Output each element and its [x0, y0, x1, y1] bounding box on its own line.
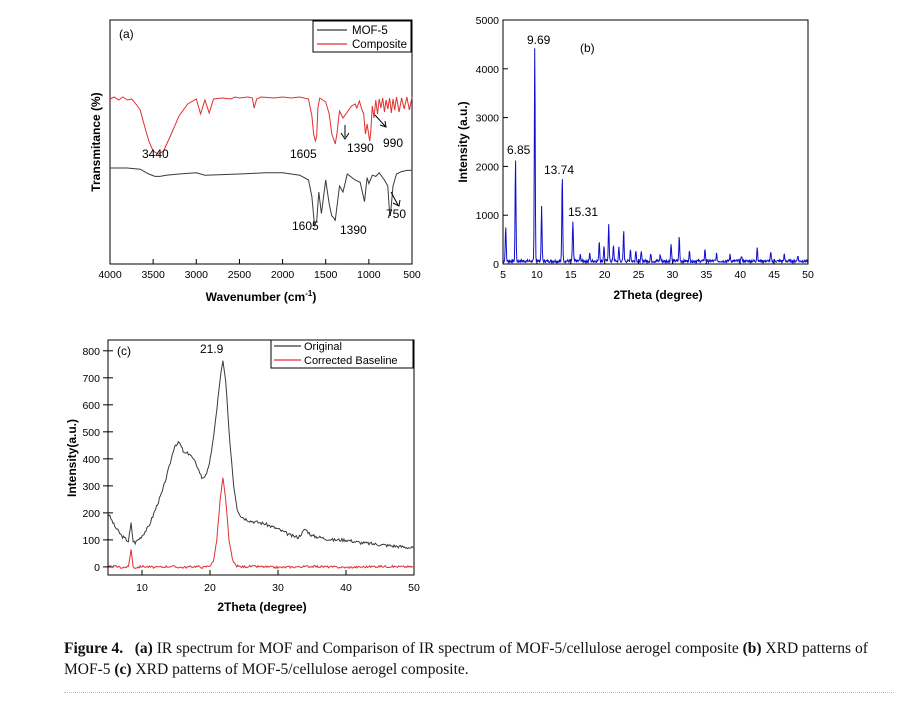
caption-part-c: (c) [114, 661, 132, 678]
panel-c-ytick-label: 700 [82, 373, 100, 385]
panel-c-xtick-label: 30 [272, 582, 284, 594]
panel-c-xtick-label: 20 [204, 582, 216, 594]
panel-b-xtick-label: 35 [700, 269, 712, 281]
annot-1390-mof5: 1390 [340, 223, 367, 237]
annot-1390-composite: 1390 [347, 141, 374, 155]
panel-a-xtick-label: 500 [403, 269, 421, 281]
panel-a-xtick-label: 2500 [228, 269, 252, 281]
panel-c-ytick-label: 200 [82, 508, 100, 520]
arrow-head-750-mof5 [392, 199, 401, 207]
panel-c-xtick-label: 40 [340, 582, 352, 594]
panel-b-ytick-label: 0 [493, 259, 499, 271]
legend-label-corrected: Corrected Baseline [304, 355, 398, 367]
panel-b-series-xrd [502, 48, 809, 265]
panel-b-frame [502, 19, 809, 265]
annot-3440: 3440 [142, 147, 169, 161]
panel-c-xlabel: 2Theta (degree) [217, 600, 306, 614]
panel-b-ytick-label: 4000 [476, 64, 500, 76]
panel-a-xtick-label: 2000 [271, 269, 295, 281]
panel-a-xtick-label: 1000 [357, 269, 381, 281]
annot-750-mof5: 750 [386, 207, 406, 221]
arrow-750-mof5 [390, 191, 399, 206]
panel-a-xtick-label: 3000 [185, 269, 209, 281]
panel-a-frame [109, 19, 413, 265]
panel-c-ytick-label: 800 [82, 346, 100, 358]
arrow-head-1390-composite [340, 132, 350, 140]
panel-a-annotation-arrows [340, 114, 401, 207]
panel-a-legend: MOF-5 Composite [312, 20, 412, 53]
panel-b-xtick-label: 45 [768, 269, 780, 281]
figure-canvas: (a) 4000 3500 3000 2500 2000 1500 1000 500 MOF-… [65, 15, 814, 614]
panel-a-xlabel: Wavenumber (cm-1) [206, 289, 317, 304]
caption-text-b: XRD patterns of MOF-5 [64, 640, 868, 678]
panel-c-legend: Original Corrected Baseline [270, 339, 414, 369]
panel-a-xtick-label: 3500 [141, 269, 165, 281]
annot-1605-composite: 1605 [290, 147, 317, 161]
panel-a-legend-box [312, 20, 412, 53]
annot-6-85: 6.85 [507, 143, 531, 157]
panel-b-xtick-label: 20 [599, 269, 611, 281]
panel-b-label: (b) [580, 41, 595, 55]
panel-a-xlabel-sup: -1 [305, 289, 313, 298]
annot-21-9: 21.9 [200, 342, 224, 356]
caption-part-a: (a) [134, 640, 153, 657]
panel-c-ytick-label: 300 [82, 481, 100, 493]
annot-15-31: 15.31 [568, 205, 598, 219]
panel-b-xtick-label: 10 [531, 269, 543, 281]
caption-text-c: XRD patterns of MOF-5/cellulose aerogel … [131, 661, 469, 678]
annot-9-69: 9.69 [527, 33, 551, 47]
panel-c-xtick-label: 10 [136, 582, 148, 594]
caption-part-b: (b) [742, 640, 762, 657]
legend-label-mof5: MOF-5 [352, 25, 388, 37]
panel-b-ylabel: Intensity (a.u.) [456, 101, 470, 182]
annot-1605-mof5: 1605 [292, 219, 319, 233]
panel-b-ytick-label: 3000 [476, 113, 500, 125]
panel-c-series-corrected-baseline [107, 477, 414, 570]
panel-c-ytick-label: 100 [82, 535, 100, 547]
caption-text-a: IR spectrum for MOF and Comparison of IR… [152, 640, 743, 657]
panel-c-ylabel: Intensity(a.u.) [65, 419, 79, 497]
panel-c-label: (c) [117, 344, 131, 358]
panel-a-xtick-label: 1500 [314, 269, 338, 281]
panel-a-xlabel-main: Wavenumber (cm [206, 290, 306, 304]
panel-b-xtick-label: 15 [565, 269, 577, 281]
panel-c-xrd-composite: (c) 10 20 30 40 500100200300400500600700800 … [65, 339, 420, 614]
arrow-head-990-composite [379, 120, 387, 128]
legend-label-original: Original [304, 341, 342, 353]
panel-a-ir-spectrum: (a) 4000 3500 3000 2500 2000 1500 1000 500 MOF-… [89, 19, 421, 304]
legend-label-composite: Composite [352, 39, 407, 51]
panel-c-series-original [107, 360, 415, 550]
annot-13-74: 13.74 [544, 163, 574, 177]
panel-a-xlabel-close: ) [312, 290, 316, 304]
caption-divider [64, 692, 894, 693]
panel-b-ytick-label: 5000 [476, 15, 500, 27]
panel-a-ylabel: Transmitance (%) [89, 92, 103, 191]
figure-caption: Figure 4. (a) IR spectrum for MOF and Co… [64, 638, 894, 680]
annot-990-composite: 990 [383, 136, 403, 150]
panel-b-xtick-label: 30 [667, 269, 679, 281]
panel-b-xrd-mof5: (b) 5 10 15 20 25 30 35 40 45 50 0 1000 2000 3000 4000… [456, 15, 814, 302]
panel-b-ytick-label: 1000 [476, 210, 500, 222]
panel-c-ytick-label: 0 [94, 562, 100, 574]
panel-b-xtick-label: 5 [500, 269, 506, 281]
panel-b-xtick-label: 40 [734, 269, 746, 281]
panel-c-ytick-label: 400 [82, 454, 100, 466]
panel-c-xtick-label: 50 [408, 582, 420, 594]
panel-a-series-composite [109, 96, 413, 155]
panel-c-ytick-label: 600 [82, 400, 100, 412]
panel-b-xtick-label: 50 [802, 269, 814, 281]
panel-a-xtick-label: 4000 [98, 269, 122, 281]
panel-b-ytick-label: 2000 [476, 161, 500, 173]
panel-b-xlabel: 2Theta (degree) [613, 288, 702, 302]
panel-a-series-mof-5 [110, 167, 412, 228]
panel-b-xtick-label: 25 [633, 269, 645, 281]
panel-c-ytick-label: 500 [82, 427, 100, 439]
caption-lead: Figure 4. [64, 640, 124, 657]
panel-c-frame [107, 339, 415, 576]
panel-a-label: (a) [119, 27, 134, 41]
panel-c-legend-box [270, 339, 414, 369]
arrow-990-composite [374, 114, 386, 127]
